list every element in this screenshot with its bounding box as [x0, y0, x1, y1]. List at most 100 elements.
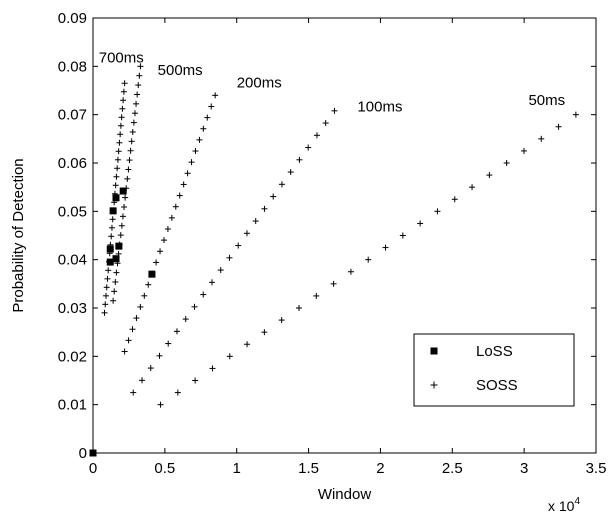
- soss-point: [278, 181, 285, 188]
- soss-point: [120, 88, 127, 95]
- soss-point: [141, 292, 148, 299]
- soss-point: [134, 91, 141, 98]
- soss-point: [120, 97, 127, 104]
- y-tick-label: 0.01: [58, 397, 87, 414]
- soss-point: [104, 275, 111, 282]
- y-tick-label: 0: [79, 445, 87, 462]
- soss-point: [114, 165, 121, 172]
- y-tick-label: 0.03: [58, 300, 87, 317]
- soss-point: [122, 194, 129, 201]
- legend-marker-loss: [430, 347, 438, 355]
- soss-point: [174, 389, 181, 396]
- soss-point: [112, 278, 119, 285]
- soss-point: [118, 222, 125, 229]
- x-tick-label: 2.5: [442, 460, 463, 477]
- soss-point: [121, 203, 128, 210]
- soss-point: [200, 125, 207, 132]
- soss-point: [399, 232, 406, 239]
- soss-point: [160, 237, 167, 244]
- loss-point: [89, 449, 97, 457]
- soss-point: [112, 182, 119, 189]
- annotations: 700ms 500ms 200ms 100ms 50ms: [99, 49, 565, 115]
- soss-point: [105, 267, 112, 274]
- soss-point: [347, 268, 354, 275]
- soss-point: [136, 72, 143, 79]
- soss-point: [208, 103, 215, 110]
- soss-point: [182, 316, 189, 323]
- soss-point: [102, 292, 109, 299]
- loss-point: [112, 255, 120, 263]
- soss-point: [538, 135, 545, 142]
- soss-point: [116, 139, 123, 146]
- soss-point: [204, 114, 211, 121]
- y-tick-label: 0.05: [58, 203, 87, 220]
- y-axis-label: Probability of Detection: [10, 158, 27, 312]
- y-tick-label: 0.09: [58, 10, 87, 27]
- legend-box: [413, 333, 575, 407]
- soss-point: [113, 173, 120, 180]
- soss-point: [212, 92, 219, 99]
- soss-point: [188, 159, 195, 166]
- soss-point: [102, 301, 109, 308]
- soss-point: [114, 156, 121, 163]
- soss-point: [503, 160, 510, 166]
- y-tick-label: 0.02: [58, 348, 87, 365]
- soss-point: [209, 365, 216, 372]
- y-tick-label: 0.07: [58, 107, 87, 124]
- soss-point: [172, 203, 179, 210]
- soss-point: [417, 220, 424, 227]
- soss-point: [124, 175, 131, 182]
- soss-point: [101, 309, 108, 316]
- y-tick-label: 0.06: [58, 155, 87, 172]
- soss-point: [103, 284, 110, 291]
- soss-point: [131, 110, 138, 117]
- loss-point: [106, 258, 114, 266]
- soss-point: [261, 205, 268, 212]
- soss-point: [486, 172, 493, 179]
- line-label: 50ms: [528, 92, 565, 109]
- soss-point: [137, 303, 144, 310]
- soss-point: [145, 281, 152, 288]
- y-tick-label: 0.08: [58, 58, 87, 75]
- soss-point: [164, 225, 171, 232]
- soss-point: [118, 114, 125, 121]
- soss-point: [108, 224, 115, 231]
- x-tick-label: 2: [376, 460, 384, 477]
- soss-point: [296, 156, 303, 163]
- data-marks: [89, 63, 579, 457]
- soss-point: [192, 377, 199, 384]
- soss-point: [305, 144, 312, 151]
- soss-point: [135, 82, 142, 89]
- soss-point: [156, 352, 163, 359]
- soss-point: [555, 123, 562, 130]
- line-label: 700ms: [99, 49, 144, 66]
- loss-point: [148, 270, 156, 278]
- soss-point: [196, 136, 203, 143]
- soss-point: [572, 111, 579, 118]
- soss-point: [128, 138, 135, 145]
- legend: LoSS SOSS: [413, 333, 575, 407]
- soss-point: [113, 269, 120, 276]
- soss-point: [180, 181, 187, 188]
- soss-point: [208, 279, 215, 286]
- x-tick-label: 1.5: [298, 460, 319, 477]
- soss-point: [157, 248, 164, 255]
- soss-point: [117, 232, 124, 239]
- soss-point: [117, 131, 124, 138]
- soss-point: [133, 315, 140, 322]
- soss-point: [451, 196, 458, 203]
- soss-point: [127, 147, 134, 154]
- soss-point: [331, 107, 338, 114]
- loss-point: [106, 245, 114, 253]
- soss-point: [176, 192, 183, 199]
- soss-point: [243, 230, 250, 237]
- soss-point: [153, 259, 160, 266]
- line-label: 500ms: [158, 62, 203, 79]
- soss-point: [278, 317, 285, 324]
- soss-point: [434, 208, 441, 215]
- soss-point: [137, 63, 144, 70]
- x-axis-label: Window: [318, 486, 372, 503]
- axis-ticks: 0 0.5 1 1.5 2 2.5 3 3.5 0 0.01 0.02 0.03 0.04 0.05 0.0…: [58, 10, 607, 477]
- soss-point: [173, 328, 180, 335]
